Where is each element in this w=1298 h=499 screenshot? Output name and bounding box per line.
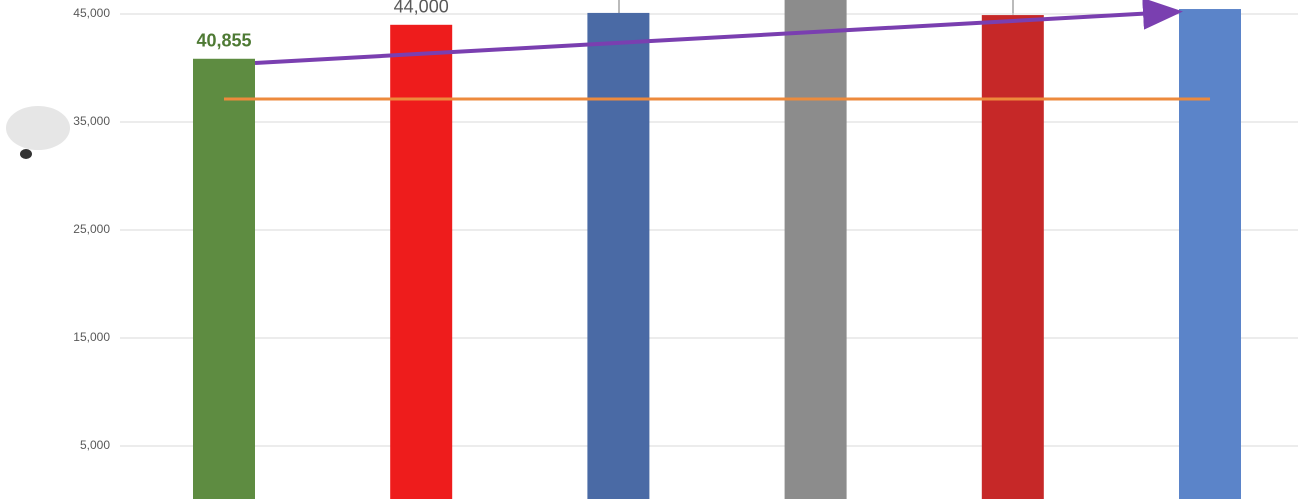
bar — [981, 15, 1044, 499]
bar — [587, 12, 650, 499]
y-tick-label: 35,000 — [73, 114, 110, 128]
trend-arrow — [254, 0, 1183, 66]
bar — [1179, 9, 1241, 499]
y-tick-label: 5,000 — [80, 438, 110, 452]
y-tick-label: 25,000 — [73, 222, 110, 236]
wolf-icon — [6, 106, 70, 159]
y-tick-label: 15,000 — [73, 330, 110, 344]
bar — [784, 0, 847, 499]
data-label: 40,855 — [196, 31, 251, 51]
data-label: 44,000 — [394, 0, 449, 17]
y-tick-label: 45,000 — [73, 6, 110, 20]
bar — [193, 58, 255, 499]
bar — [390, 24, 453, 499]
